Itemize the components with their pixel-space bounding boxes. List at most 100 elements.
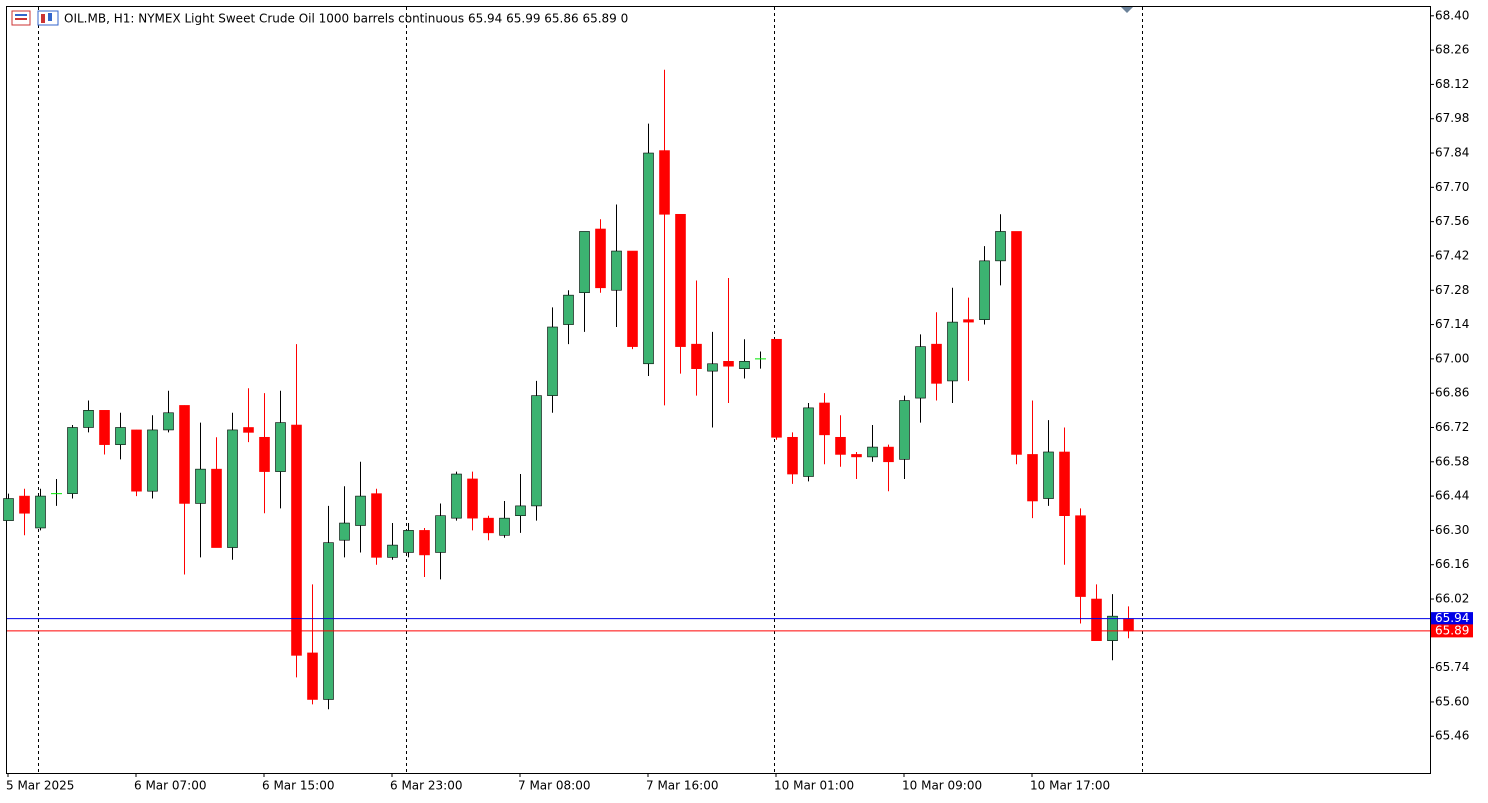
body: [947, 321, 958, 382]
y-tick-label: 68.40: [1435, 8, 1469, 22]
body: [915, 346, 926, 399]
body: [259, 436, 270, 472]
y-tick-label: 66.86: [1435, 386, 1469, 400]
shift-marker: [1121, 7, 1133, 13]
y-tick-label: 66.30: [1435, 523, 1469, 537]
body: [451, 473, 462, 519]
body: [627, 250, 638, 347]
body: [995, 231, 1006, 262]
body: [275, 422, 286, 472]
body: [931, 343, 942, 384]
body: [355, 495, 366, 526]
body: [483, 517, 494, 534]
body: [1075, 515, 1086, 597]
body: [787, 436, 798, 475]
plot-frame: [6, 6, 1431, 774]
body: [707, 363, 718, 372]
body: [163, 412, 174, 431]
y-tick-label: 66.72: [1435, 420, 1469, 434]
body: [803, 407, 814, 477]
y-tick-label: 68.26: [1435, 43, 1469, 57]
body: [371, 493, 382, 558]
body: [1091, 598, 1102, 641]
body: [3, 498, 14, 521]
chart-title: OIL.MB, H1: NYMEX Light Sweet Crude Oil …: [64, 12, 628, 26]
body: [387, 544, 398, 558]
y-tick-label: 66.16: [1435, 557, 1469, 571]
x-tick-label: 5 Mar 2025: [6, 779, 74, 793]
body: [195, 468, 206, 504]
y-tick-label: 68.12: [1435, 77, 1469, 91]
body: [643, 152, 654, 365]
body: [723, 361, 734, 367]
body: [691, 343, 702, 369]
body: [595, 228, 606, 289]
body: [675, 213, 686, 347]
bid-label-box: [1431, 624, 1473, 638]
y-tick-label: 66.58: [1435, 454, 1469, 468]
toolbar-icons: [11, 10, 59, 26]
body: [579, 231, 590, 294]
body: [99, 410, 110, 445]
body: [659, 150, 670, 215]
x-tick-label: 6 Mar 15:00: [262, 779, 335, 793]
body: [851, 454, 862, 458]
body: [771, 338, 782, 438]
body: [899, 400, 910, 460]
period-separators: [38, 7, 1143, 773]
y-tick-label: 67.14: [1435, 317, 1469, 331]
x-tick-label: 10 Mar 01:00: [774, 779, 854, 793]
body: [83, 410, 94, 428]
body: [211, 468, 222, 548]
body: [531, 395, 542, 507]
y-tick-label: 67.28: [1435, 283, 1469, 297]
x-tick-label: 7 Mar 08:00: [518, 779, 591, 793]
y-tick-label: 67.70: [1435, 180, 1469, 194]
y-tick-label: 66.02: [1435, 592, 1469, 606]
body: [147, 429, 158, 492]
body: [611, 250, 622, 291]
y-tick-label: 65.74: [1435, 660, 1469, 674]
body: [291, 424, 302, 656]
x-tick-label: 10 Mar 09:00: [902, 779, 982, 793]
body: [883, 446, 894, 463]
body: [19, 495, 30, 514]
y-tick-label: 65.60: [1435, 694, 1469, 708]
body: [515, 505, 526, 516]
body: [547, 326, 558, 396]
body: [963, 319, 974, 323]
icon-part: [48, 13, 52, 21]
body: [467, 478, 478, 519]
icon-part: [41, 14, 45, 23]
body: [1011, 231, 1022, 455]
x-tick-label: 7 Mar 16:00: [646, 779, 719, 793]
y-tick-label: 67.56: [1435, 214, 1469, 228]
y-tick-label: 66.44: [1435, 489, 1469, 503]
body: [307, 652, 318, 700]
body: [243, 427, 254, 433]
body: [819, 402, 830, 436]
body: [339, 522, 350, 541]
bid-label: 65.89: [1435, 623, 1469, 637]
ask-label-box: [1431, 612, 1473, 626]
x-tick-label: 10 Mar 17:00: [1030, 779, 1110, 793]
y-tick-label: 67.42: [1435, 248, 1469, 262]
body: [835, 436, 846, 455]
body: [499, 517, 510, 536]
x-tick-label: 6 Mar 23:00: [390, 779, 463, 793]
body: [419, 530, 430, 556]
y-tick-label: 65.46: [1435, 729, 1469, 743]
body: [227, 429, 238, 548]
body: [867, 446, 878, 458]
icon-part: [15, 14, 27, 16]
y-tick-label: 67.84: [1435, 146, 1469, 160]
body: [67, 427, 78, 494]
body: [35, 495, 46, 529]
ask-label: 65.94: [1435, 611, 1469, 625]
body: [131, 429, 142, 492]
body: [403, 530, 414, 553]
body: [179, 405, 190, 504]
body: [1027, 454, 1038, 502]
body: [323, 542, 334, 700]
